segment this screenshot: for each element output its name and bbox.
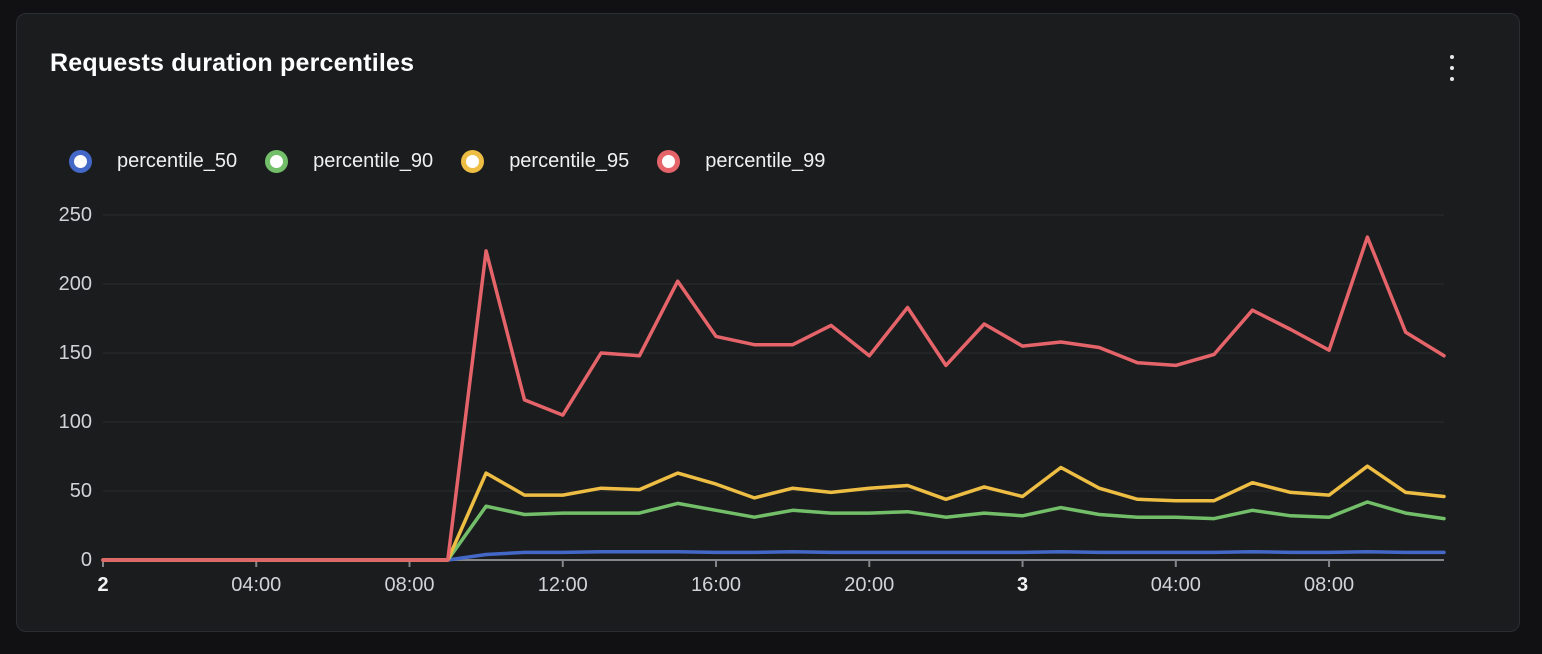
panel-requests-duration-percentiles xyxy=(16,13,1520,632)
kebab-menu-icon xyxy=(1450,77,1454,81)
x-axis-label: 08:00 xyxy=(384,574,435,596)
x-axis-label: 2 xyxy=(97,574,109,596)
series-marker-icon xyxy=(657,150,681,173)
legend-item-percentile-90[interactable]: percentile_90 xyxy=(265,150,433,173)
legend-item-percentile-95[interactable]: percentile_95 xyxy=(461,150,629,173)
x-axis-label: 04:00 xyxy=(1150,574,1201,596)
x-axis-label: 04:00 xyxy=(231,574,282,596)
x-axis-label: 3 xyxy=(1016,574,1029,596)
panel-menu-button[interactable] xyxy=(1438,50,1466,86)
y-axis-label: 200 xyxy=(58,273,92,295)
y-axis-label: 100 xyxy=(58,411,92,433)
legend-label: percentile_50 xyxy=(117,150,238,172)
x-axis-label: 20:00 xyxy=(844,574,895,596)
y-axis-label: 50 xyxy=(69,480,92,502)
legend-label: percentile_90 xyxy=(313,150,434,172)
y-axis-label: 150 xyxy=(58,342,92,364)
series-marker-icon xyxy=(69,150,92,173)
legend-item-percentile-99[interactable]: percentile_99 xyxy=(657,150,825,173)
kebab-menu-icon xyxy=(1450,55,1454,59)
x-axis-label: 12:00 xyxy=(537,574,588,596)
series-marker-icon xyxy=(461,150,485,173)
x-axis-label: 08:00 xyxy=(1304,574,1355,596)
chart-legend: percentile_50 percentile_90 percentile_9… xyxy=(69,150,825,173)
series-marker-icon xyxy=(265,150,289,173)
y-axis-label: 250 xyxy=(58,204,92,226)
panel-title: Requests duration percentiles xyxy=(50,49,415,77)
legend-label: percentile_99 xyxy=(705,150,826,172)
y-axis-label: 0 xyxy=(80,549,92,571)
kebab-menu-icon xyxy=(1450,66,1454,70)
legend-label: percentile_95 xyxy=(509,150,630,172)
series-line-percentile_99 xyxy=(101,235,1446,562)
x-axis-label: 16:00 xyxy=(690,574,742,596)
legend-item-percentile-50[interactable]: percentile_50 xyxy=(69,150,237,173)
